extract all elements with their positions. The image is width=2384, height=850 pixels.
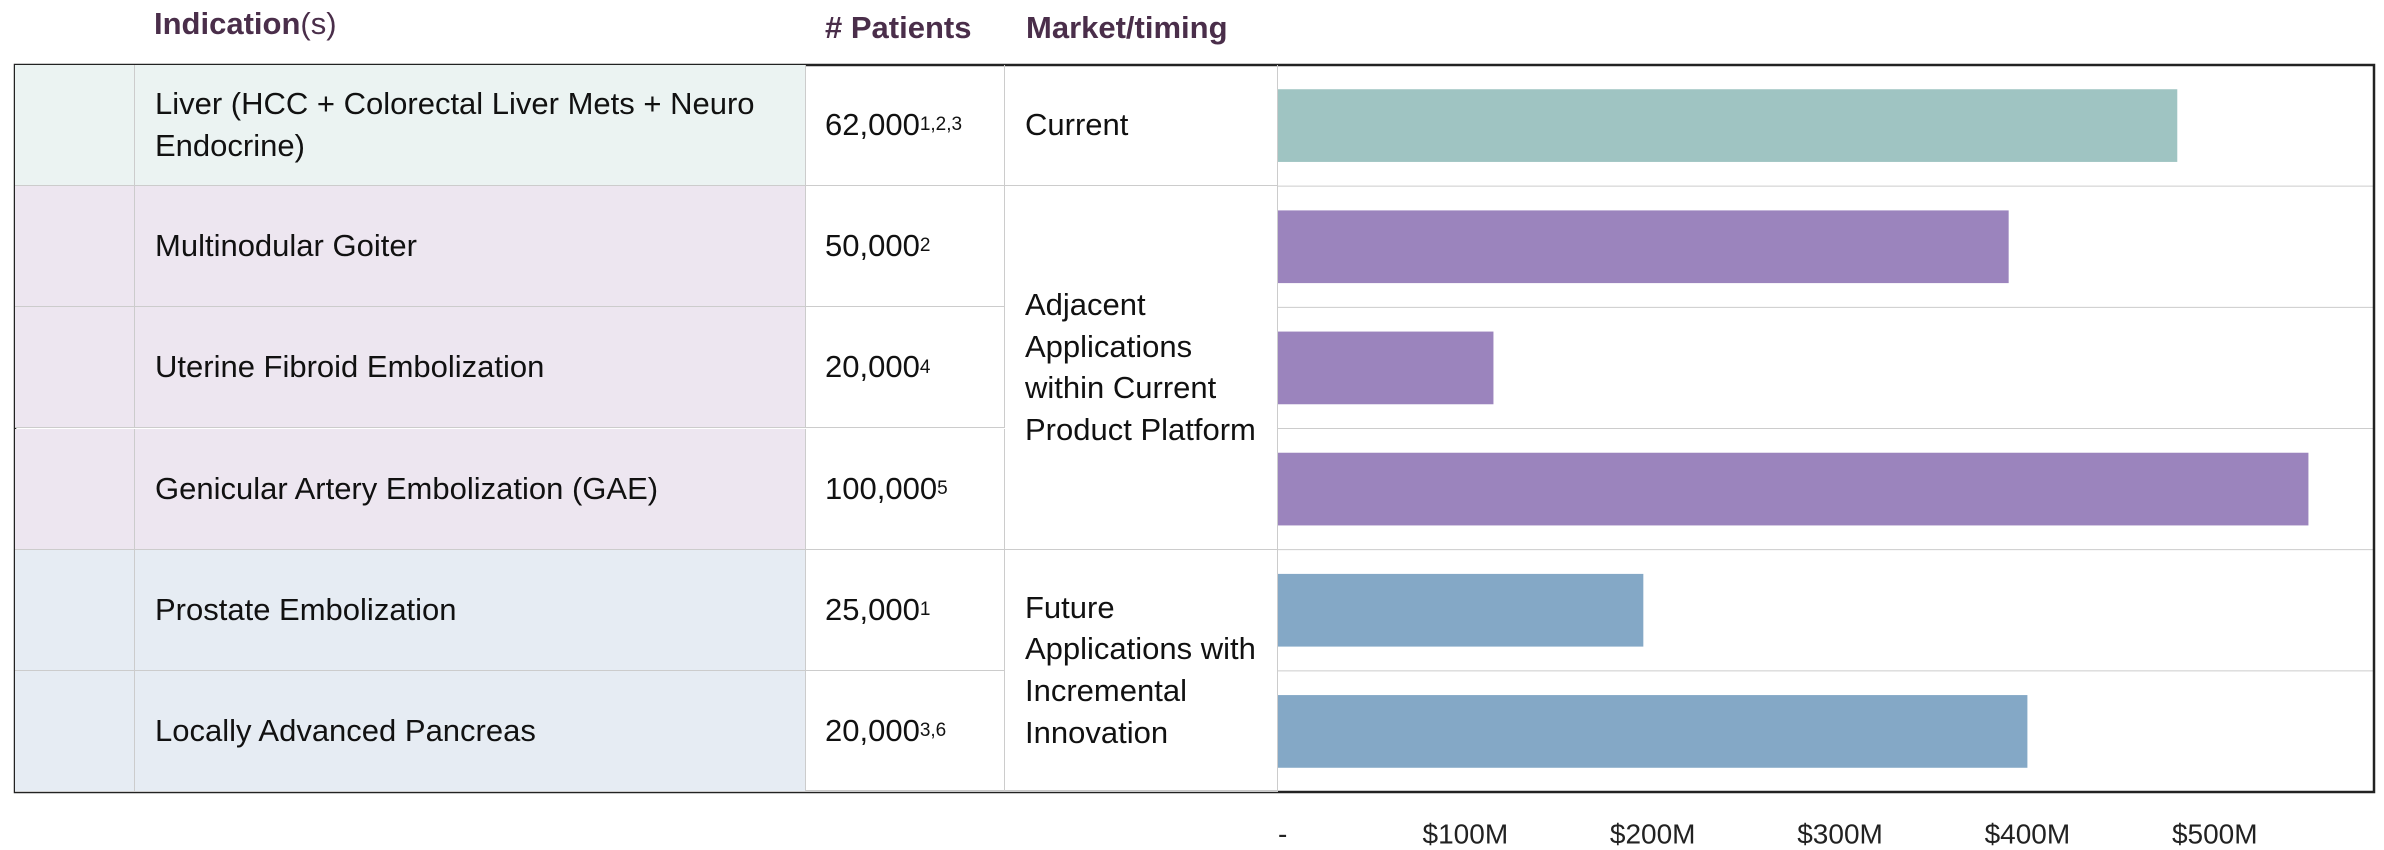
patients: 25,000 <box>825 591 920 627</box>
bar <box>1278 210 2009 284</box>
indication-name: Liver (HCC + Colorectal Liver Mets + Neu… <box>135 65 806 187</box>
icon-cell <box>15 186 135 308</box>
patients-cell: 100,000 5 <box>806 428 1005 550</box>
bar <box>1278 573 1644 647</box>
patients-cell: 20,000 4 <box>806 307 1005 429</box>
patients: 20,000 <box>825 712 920 748</box>
x-tick-label: - <box>1278 818 1287 849</box>
patients-cell: 25,000 1 <box>806 549 1005 671</box>
icon-cell <box>15 549 135 671</box>
patients: 62,000 <box>825 107 920 143</box>
bar <box>1278 695 2028 768</box>
x-tick-label: $500M <box>2172 818 2258 849</box>
x-tick-label: $400M <box>1985 818 2071 849</box>
indication-name: Locally Advanced Pancreas <box>135 670 806 792</box>
footnote: 1 <box>919 598 931 620</box>
indication-name: Genicular Artery Embolization (GAE) <box>135 428 806 550</box>
footnote: 3,6 <box>919 720 947 742</box>
x-tick-label: $300M <box>1797 818 1883 849</box>
bar <box>1278 331 1494 405</box>
x-tick-label: $100M <box>1423 818 1509 849</box>
patients-cell: 20,000 3,6 <box>806 670 1005 792</box>
header-suffix: (s) <box>300 6 337 41</box>
footnote: 2 <box>919 235 931 257</box>
icon-cell <box>15 670 135 792</box>
footnote: 1,2,3 <box>919 114 963 136</box>
indication-header: Indication(s) <box>154 6 337 42</box>
indication-name: Prostate Embolization <box>135 549 806 671</box>
indication-name: Uterine Fibroid Embolization <box>135 307 806 429</box>
patients-cell: 62,000 1,2,3 <box>806 65 1005 187</box>
footnote: 4 <box>919 356 931 378</box>
bar <box>1278 89 2178 162</box>
icon-cell <box>15 307 135 429</box>
market-cell: Future Applications with Incremental Inn… <box>1005 549 1278 792</box>
bar <box>1278 452 2309 526</box>
icon-cell <box>15 428 135 550</box>
patients: 50,000 <box>825 228 920 264</box>
patients-header: # Patients <box>825 10 972 45</box>
icon-cell <box>15 65 135 187</box>
patients-cell: 50,000 2 <box>806 186 1005 308</box>
patients: 20,000 <box>825 349 920 385</box>
patients: 100,000 <box>825 470 938 506</box>
market-header: Market/timing <box>1026 10 1228 45</box>
indication-name: Multinodular Goiter <box>135 186 806 308</box>
footnote: 5 <box>937 477 948 499</box>
market-cell: Adjacent Applications within Current Pro… <box>1005 186 1278 550</box>
market-cell: Current <box>1005 65 1278 187</box>
x-tick-label: $200M <box>1610 818 1696 849</box>
header-text: Indication <box>154 6 301 41</box>
